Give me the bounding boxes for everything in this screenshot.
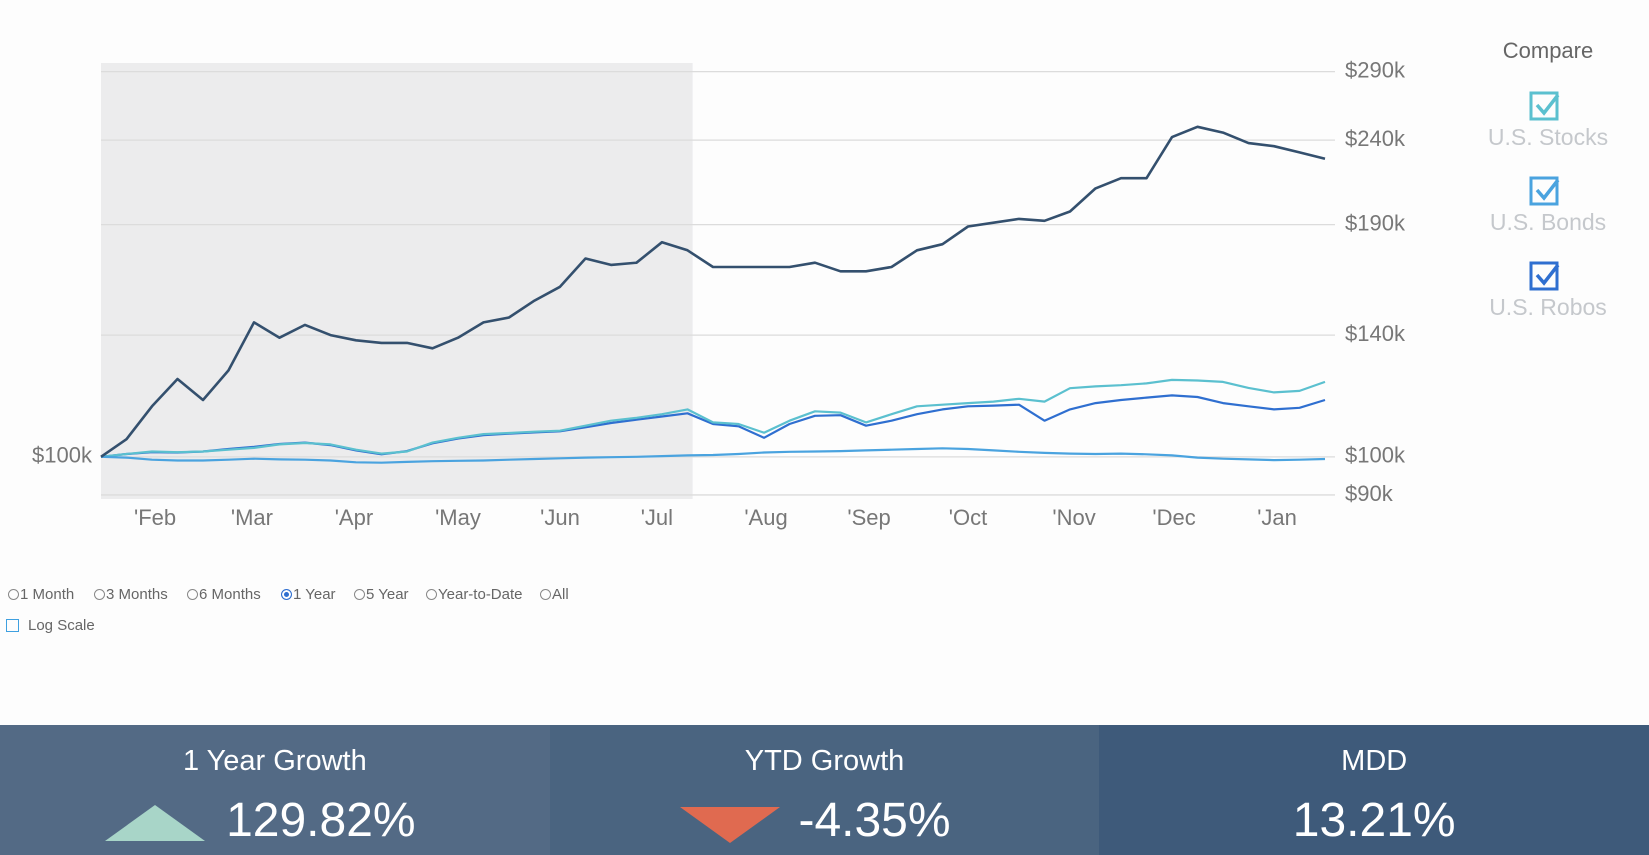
y-tick-label: $90k <box>1345 481 1394 506</box>
radio-button[interactable] <box>354 589 365 600</box>
radio-button[interactable] <box>426 589 437 600</box>
radio-label[interactable]: 6 Months <box>199 586 261 603</box>
radio-button[interactable] <box>540 589 551 600</box>
stat-value: 129.82% <box>226 794 416 847</box>
y-tick-label: $140k <box>1345 321 1406 346</box>
stat-label: YTD Growth <box>744 745 905 777</box>
legend-item[interactable]: U.S. Stocks <box>1488 91 1608 150</box>
stat-panel: MDD 13.21% <box>1099 725 1649 855</box>
x-tick-label: 'Jun <box>540 505 580 530</box>
y-tick-label: $100k <box>1345 443 1406 468</box>
x-tick-label: 'Jul <box>641 505 673 530</box>
radio-button[interactable] <box>8 589 19 600</box>
x-tick-label: 'Jan <box>1257 505 1297 530</box>
legend-label: U.S. Bonds <box>1490 209 1606 235</box>
x-tick-label: 'Oct <box>949 505 987 530</box>
legend-checkbox <box>1529 261 1559 291</box>
shaded-region <box>101 63 693 499</box>
x-tick-label: 'Sep <box>847 505 890 530</box>
y-tick-label: $240k <box>1345 126 1406 151</box>
legend-title: Compare <box>1503 38 1593 63</box>
stat-panel: 1 Year Growth 129.82% <box>0 725 550 855</box>
x-tick-label: 'Apr <box>335 505 373 530</box>
radio-label[interactable]: 1 Year <box>293 586 336 603</box>
x-tick-label: 'Feb <box>134 505 176 530</box>
series-line <box>100 125 1326 458</box>
series-line <box>100 447 1326 464</box>
down-arrow <box>679 807 780 843</box>
stat-value: -4.35% <box>798 794 951 847</box>
up-arrow <box>105 805 205 841</box>
legend-label: U.S. Robos <box>1489 294 1607 320</box>
x-tick-label: 'Mar <box>231 505 273 530</box>
legend-checkbox <box>1529 176 1559 206</box>
start-label: $100k <box>32 443 93 468</box>
radio-label[interactable]: 1 Month <box>20 586 75 603</box>
stat-label: MDD <box>1341 745 1408 777</box>
stat-label: 1 Year Growth <box>182 745 367 777</box>
legend-item[interactable]: U.S. Robos <box>1489 261 1607 320</box>
x-tick-label: 'Aug <box>744 505 787 530</box>
stats-bar: 1 Year Growth 129.82% YTD Growth -4.35% … <box>0 725 1649 855</box>
stat-value: 13.21% <box>1292 794 1456 847</box>
legend-check <box>1535 93 1560 116</box>
radio-label[interactable]: Year-to-Date <box>438 586 523 603</box>
stat-panel: YTD Growth -4.35% <box>549 725 1100 855</box>
y-tick-label: $290k <box>1345 57 1406 82</box>
radio-button[interactable] <box>281 589 292 600</box>
radio-label[interactable]: All <box>552 586 569 603</box>
log-checkbox[interactable] <box>6 619 19 632</box>
legend-checkbox <box>1529 91 1559 121</box>
radio-label[interactable]: 3 Months <box>106 586 168 603</box>
y-tick-label: $190k <box>1345 210 1406 235</box>
legend-check <box>1535 178 1560 201</box>
legend-label: U.S. Stocks <box>1488 124 1608 150</box>
x-tick-label: 'Dec <box>1152 505 1195 530</box>
radio-label[interactable]: 5 Year <box>366 586 409 603</box>
legend-item[interactable]: U.S. Bonds <box>1490 176 1606 235</box>
chart: $90k $100k $140k $190k $240k $290k $100k 'Feb 'M… <box>32 38 1608 530</box>
legend-check <box>1535 263 1560 286</box>
x-tick-label: 'May <box>435 505 481 530</box>
radio-button[interactable] <box>94 589 105 600</box>
log-scale-label[interactable]: Log Scale <box>28 617 95 634</box>
x-tick-label: 'Nov <box>1052 505 1095 530</box>
radio-button[interactable] <box>187 589 198 600</box>
series-line <box>100 378 1326 458</box>
